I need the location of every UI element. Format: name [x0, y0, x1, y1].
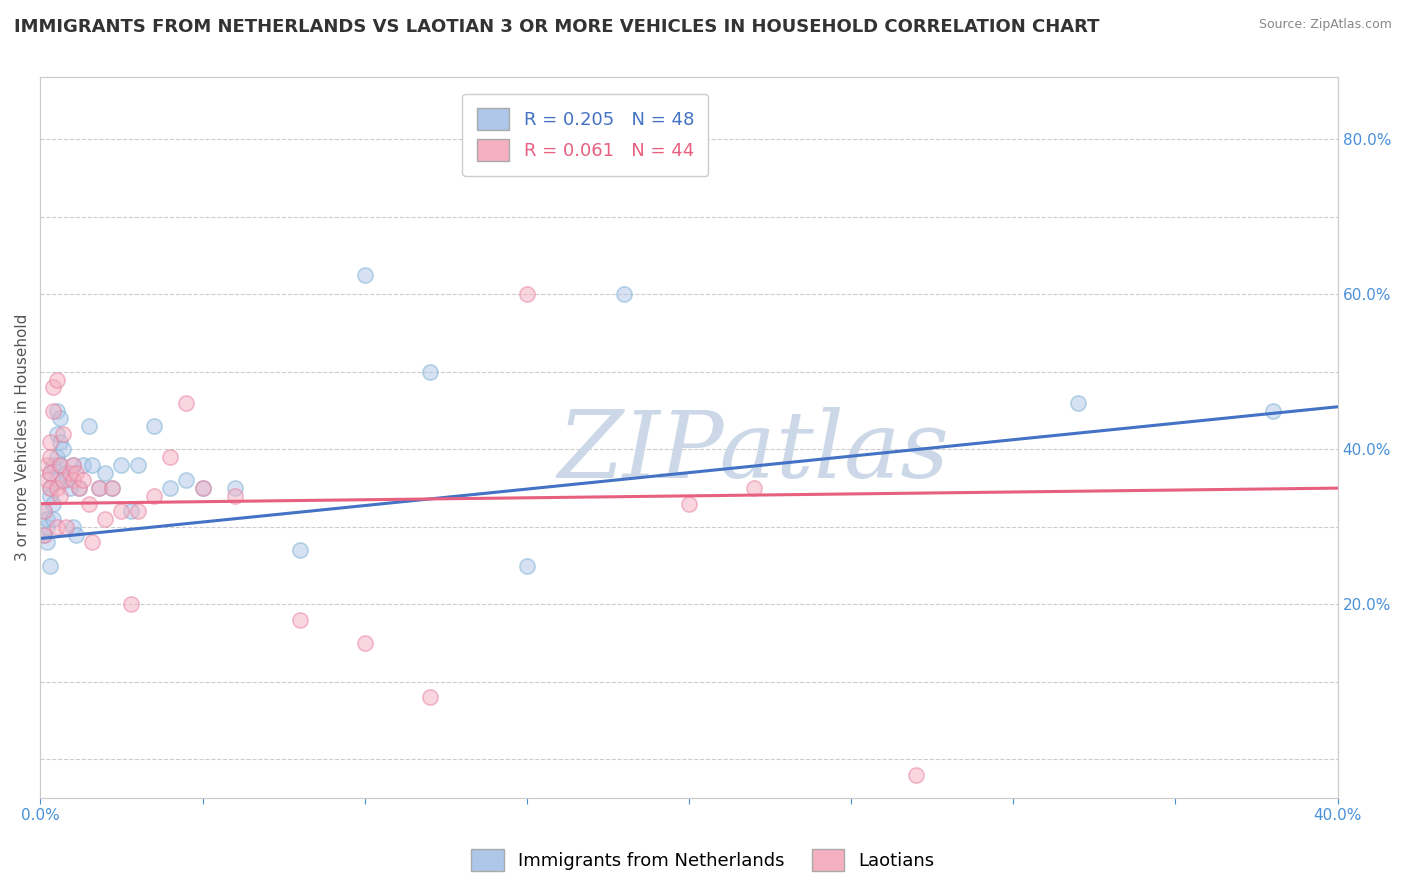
Point: [45, 426, 67, 441]
Point: [613, 287, 636, 301]
Point: [35, 512, 58, 526]
Text: ZIPatlas: ZIPatlas: [558, 407, 950, 497]
Point: [82, 458, 104, 472]
Point: [127, 504, 149, 518]
Point: [39, 481, 62, 495]
Point: [742, 481, 765, 495]
Point: [62, 458, 84, 472]
Point: [39, 558, 62, 573]
Point: [1261, 403, 1284, 417]
Point: [35, 458, 58, 472]
Point: [32, 504, 55, 518]
Point: [288, 613, 311, 627]
Point: [67, 481, 90, 495]
Point: [100, 481, 122, 495]
Point: [65, 527, 87, 541]
Point: [110, 504, 132, 518]
Point: [49, 458, 72, 472]
Point: [72, 474, 94, 488]
Point: [72, 458, 94, 472]
Point: [176, 474, 198, 488]
Point: [42, 380, 65, 394]
Y-axis label: 3 or more Vehicles in Household: 3 or more Vehicles in Household: [15, 314, 30, 561]
Point: [45, 474, 67, 488]
Point: [516, 287, 538, 301]
Point: [42, 497, 65, 511]
Point: [100, 481, 122, 495]
Point: [39, 489, 62, 503]
Point: [62, 474, 84, 488]
Point: [94, 512, 117, 526]
Point: [77, 419, 100, 434]
Point: [55, 466, 77, 480]
Point: [224, 481, 246, 495]
Point: [42, 403, 65, 417]
Point: [55, 520, 77, 534]
Point: [87, 481, 110, 495]
Point: [45, 373, 67, 387]
Point: [159, 481, 181, 495]
Point: [35, 520, 58, 534]
Point: [49, 434, 72, 449]
Point: [191, 481, 214, 495]
Point: [62, 520, 84, 534]
Point: [67, 481, 90, 495]
Point: [49, 411, 72, 425]
Point: [1067, 396, 1090, 410]
Point: [94, 466, 117, 480]
Point: [39, 450, 62, 464]
Point: [82, 535, 104, 549]
Legend: Immigrants from Netherlands, Laotians: Immigrants from Netherlands, Laotians: [464, 842, 942, 879]
Point: [159, 450, 181, 464]
Point: [35, 474, 58, 488]
Point: [45, 481, 67, 495]
Point: [49, 489, 72, 503]
Point: [191, 481, 214, 495]
Point: [65, 466, 87, 480]
Point: [59, 466, 82, 480]
Point: [62, 458, 84, 472]
Point: [42, 458, 65, 472]
Point: [45, 520, 67, 534]
Point: [353, 636, 375, 650]
Point: [32, 504, 55, 518]
Point: [905, 768, 928, 782]
Point: [49, 458, 72, 472]
Point: [353, 268, 375, 282]
Point: [87, 481, 110, 495]
Point: [39, 434, 62, 449]
Point: [45, 403, 67, 417]
Point: [45, 450, 67, 464]
Point: [120, 598, 142, 612]
Point: [678, 497, 700, 511]
Point: [77, 497, 100, 511]
Point: [39, 466, 62, 480]
Point: [52, 426, 75, 441]
Point: [52, 442, 75, 457]
Point: [39, 481, 62, 495]
Point: [516, 558, 538, 573]
Point: [59, 481, 82, 495]
Legend: R = 0.205   N = 48, R = 0.061   N = 44: R = 0.205 N = 48, R = 0.061 N = 44: [463, 94, 709, 176]
Point: [32, 527, 55, 541]
Text: Source: ZipAtlas.com: Source: ZipAtlas.com: [1258, 18, 1392, 31]
Point: [55, 474, 77, 488]
Point: [176, 396, 198, 410]
Point: [52, 474, 75, 488]
Point: [35, 535, 58, 549]
Point: [142, 419, 165, 434]
Point: [42, 512, 65, 526]
Point: [419, 690, 441, 705]
Point: [32, 527, 55, 541]
Point: [142, 489, 165, 503]
Point: [419, 365, 441, 379]
Point: [288, 543, 311, 558]
Point: [39, 466, 62, 480]
Text: IMMIGRANTS FROM NETHERLANDS VS LAOTIAN 3 OR MORE VEHICLES IN HOUSEHOLD CORRELATI: IMMIGRANTS FROM NETHERLANDS VS LAOTIAN 3…: [14, 18, 1099, 36]
Point: [127, 458, 149, 472]
Point: [120, 504, 142, 518]
Point: [110, 458, 132, 472]
Point: [224, 489, 246, 503]
